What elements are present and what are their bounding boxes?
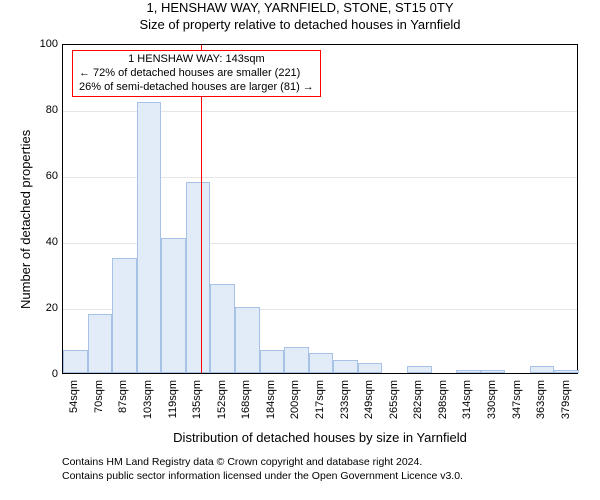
y-tick-label: 80 [32, 104, 58, 116]
histogram-bar [260, 350, 285, 373]
y-tick-label: 20 [32, 302, 58, 314]
x-tick-label: 347sqm [511, 380, 523, 419]
histogram-bar [112, 258, 137, 374]
footer-attribution: Contains HM Land Registry data © Crown c… [62, 456, 463, 483]
x-tick-label: 103sqm [142, 380, 154, 419]
x-tick-label: 200sqm [289, 380, 301, 419]
x-tick-label: 314sqm [461, 380, 473, 419]
y-tick-label: 0 [32, 368, 58, 380]
page-title: 1, HENSHAW WAY, YARNFIELD, STONE, ST15 0… [0, 0, 600, 15]
histogram-bar [481, 370, 506, 373]
x-tick-label: 265sqm [388, 380, 400, 419]
histogram-bar [358, 363, 383, 373]
histogram-bar [186, 182, 211, 373]
histogram-bar [88, 314, 113, 373]
page-subtitle: Size of property relative to detached ho… [0, 17, 600, 32]
x-tick-label: 135sqm [191, 380, 203, 419]
annotation-box: 1 HENSHAW WAY: 143sqm← 72% of detached h… [72, 50, 321, 97]
x-tick-label: 184sqm [265, 380, 277, 419]
histogram-bar [137, 102, 162, 373]
annotation-line: ← 72% of detached houses are smaller (22… [79, 67, 314, 81]
x-tick-label: 363sqm [535, 380, 547, 419]
annotation-line: 1 HENSHAW WAY: 143sqm [79, 53, 314, 67]
x-tick-label: 54sqm [68, 380, 80, 413]
footer-line-2: Contains public sector information licen… [62, 470, 463, 484]
y-tick-label: 40 [32, 236, 58, 248]
x-tick-label: 282sqm [412, 380, 424, 419]
x-tick-label: 233sqm [339, 380, 351, 419]
x-tick-label: 152sqm [216, 380, 228, 419]
histogram-bar [530, 366, 555, 373]
x-tick-label: 298sqm [437, 380, 449, 419]
histogram-bar [284, 347, 309, 373]
x-tick-label: 379sqm [560, 380, 572, 419]
y-tick-label: 60 [32, 170, 58, 182]
histogram-bar [333, 360, 358, 373]
histogram-bar [210, 284, 235, 373]
y-tick-label: 100 [32, 38, 58, 50]
histogram-bar [235, 307, 260, 373]
x-tick-label: 168sqm [240, 380, 252, 419]
histogram-bar [456, 370, 481, 373]
x-tick-label: 119sqm [167, 380, 179, 418]
x-tick-label: 70sqm [93, 380, 105, 413]
histogram-bar [309, 353, 334, 373]
histogram-bar [161, 238, 186, 373]
x-tick-label: 249sqm [363, 380, 375, 419]
x-tick-label: 330sqm [486, 380, 498, 419]
annotation-line: 26% of semi-detached houses are larger (… [79, 81, 314, 95]
histogram-bar [63, 350, 88, 373]
y-axis-label: Number of detached properties [18, 130, 33, 309]
footer-line-1: Contains HM Land Registry data © Crown c… [62, 456, 463, 470]
histogram-bar [554, 370, 579, 373]
x-tick-label: 217sqm [314, 380, 326, 419]
histogram-bar [407, 366, 432, 373]
x-tick-label: 87sqm [117, 380, 129, 413]
x-axis-label: Distribution of detached houses by size … [62, 430, 578, 445]
